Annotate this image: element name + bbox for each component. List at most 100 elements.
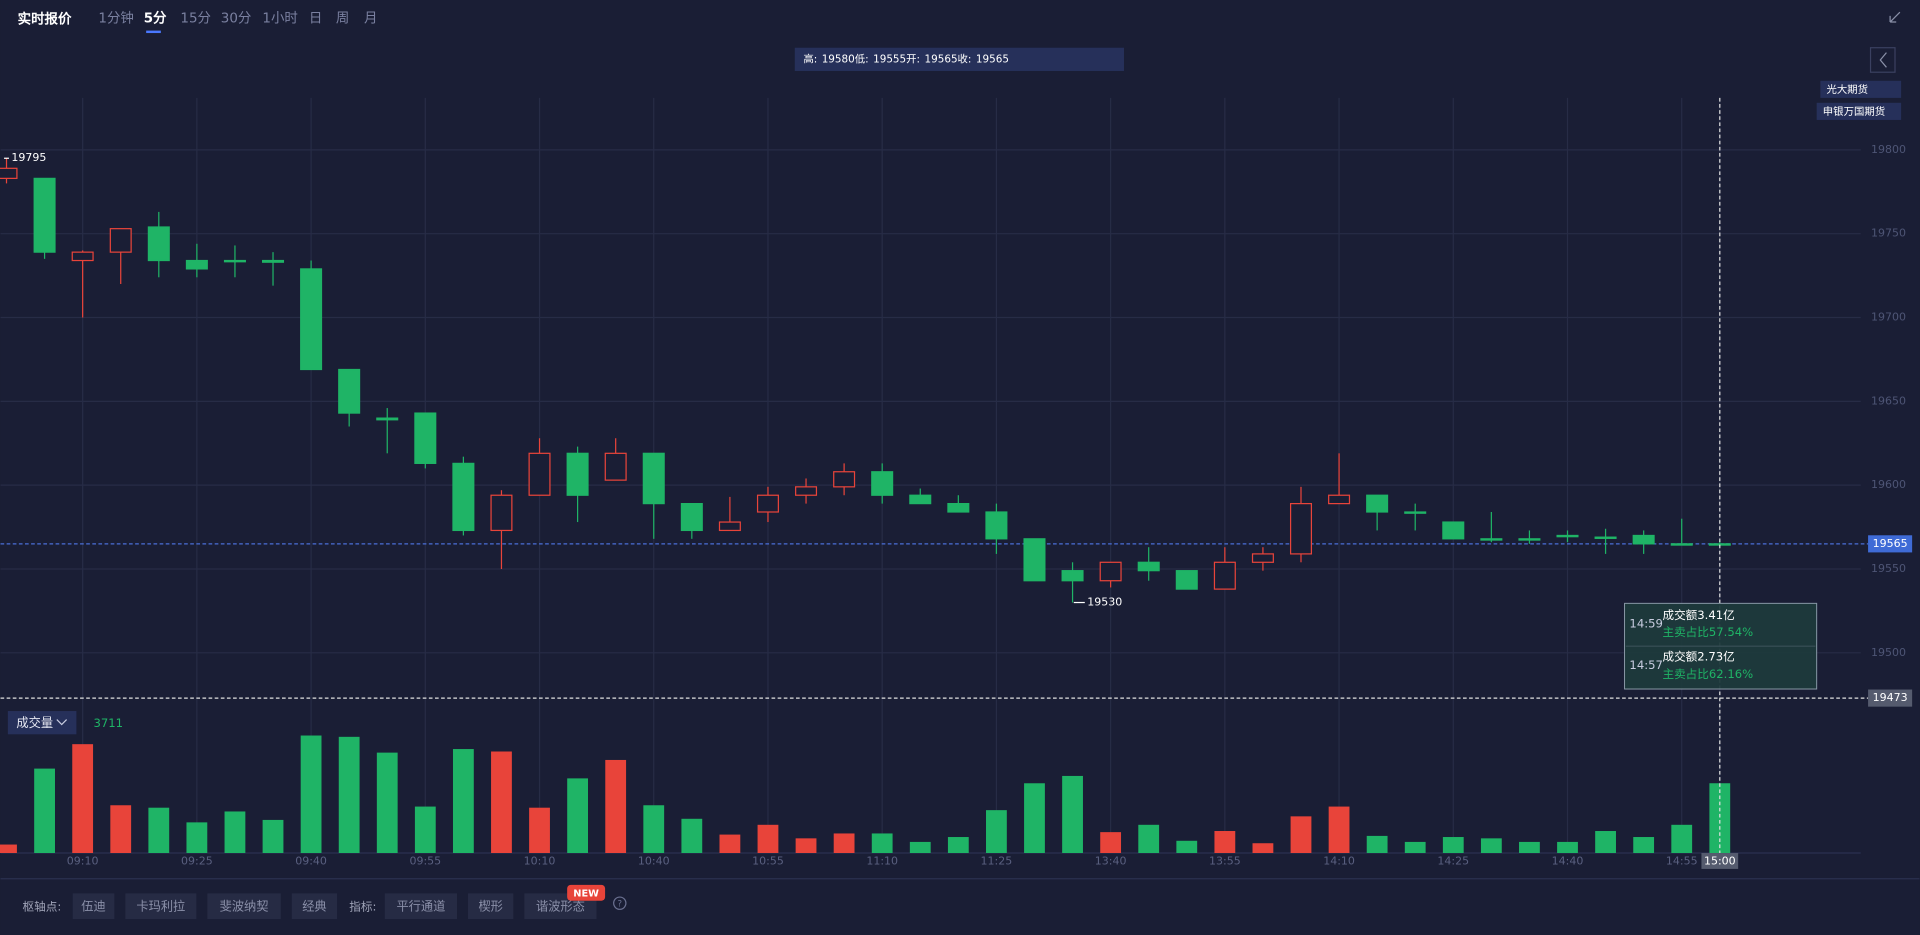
volume-bar (300, 735, 322, 854)
candle-body (1632, 534, 1655, 545)
candle-body (1404, 511, 1427, 514)
candle-body (71, 251, 94, 262)
candle-body (33, 177, 56, 253)
crosshair-price-label: 19473 (1873, 691, 1908, 704)
volume-bar (34, 768, 55, 854)
indicator-button[interactable] (384, 893, 458, 920)
volume-label-box[interactable] (7, 711, 77, 735)
x-tick-label: 09:25 (181, 855, 213, 868)
x-tick-label: 09:40 (295, 855, 327, 868)
candle-body (718, 521, 741, 532)
collapse-button[interactable] (1869, 47, 1896, 73)
candle-body (680, 502, 703, 532)
candle-body (756, 494, 779, 513)
volume-bar (72, 744, 94, 854)
volume-bar (795, 838, 817, 854)
crosshair-price-tag (1868, 689, 1913, 707)
volume-bar (1633, 837, 1655, 854)
volume-bar (1480, 838, 1502, 854)
volume-bar (1557, 841, 1578, 854)
pivot-button-label: 经典 (302, 899, 326, 913)
candle-body (109, 228, 132, 253)
volume-bar (986, 810, 1007, 854)
volume-bar (719, 834, 741, 854)
candle-body (795, 486, 818, 496)
pivot-button-label: 斐波纳契 (220, 899, 269, 913)
timeframe-tab[interactable]: 1分钟 (98, 9, 133, 26)
x-tick-label: 09:10 (67, 855, 99, 868)
pivot-button[interactable] (291, 893, 338, 920)
timeframe-tab[interactable]: 月 (364, 11, 377, 26)
candle-body (223, 259, 246, 263)
timeframe-tab[interactable]: 30分 (221, 10, 252, 26)
x-tick-label: 14:55 (1666, 855, 1698, 868)
tooltip-time: 14:57 (1629, 658, 1662, 672)
timeframe-tab[interactable]: 15分 (180, 10, 211, 26)
candle-body (147, 226, 170, 262)
y-tick-label: 19500 (1871, 646, 1906, 659)
candle-body (947, 502, 970, 513)
pivot-button[interactable] (125, 893, 197, 920)
candle-body (566, 452, 589, 496)
broker-tag-box[interactable] (1820, 80, 1902, 98)
tooltip-ratio: 主卖占比62.16% (1662, 667, 1753, 681)
timeframe-tab[interactable]: 5分 (144, 10, 167, 26)
x-tick-label: 14:25 (1437, 855, 1469, 868)
toolbar-title: 实时报价 (18, 11, 72, 28)
volume-bar (1404, 841, 1426, 854)
ohlc-header-box (794, 47, 1124, 71)
candle-body (909, 494, 932, 505)
candle-body (414, 412, 437, 464)
candle-body (1670, 543, 1693, 546)
indicator-button-label: 平行通道 (396, 899, 445, 913)
volume-bar (567, 778, 589, 854)
candle-body (262, 259, 285, 263)
volume-bar (1671, 824, 1693, 854)
volume-bar (605, 759, 627, 854)
y-tick-label: 19700 (1871, 311, 1906, 324)
broker-tag: 申银万国期货 (1823, 105, 1885, 118)
broker-tag: 光大期货 (1826, 83, 1868, 96)
x-tick-label: 13:40 (1095, 855, 1127, 868)
pivot-button[interactable] (207, 893, 281, 920)
last-price-label: 19565 (1873, 537, 1908, 550)
broker-tag-box[interactable] (1816, 102, 1902, 120)
volume-bar (1328, 806, 1350, 854)
candle-body (1594, 536, 1617, 539)
pivot-button[interactable] (72, 893, 115, 920)
volume-bar (1290, 816, 1312, 854)
volume-bar (529, 807, 550, 854)
tooltip-time: 14:59 (1629, 617, 1662, 631)
candle-body (1289, 502, 1313, 555)
volume-bar (0, 844, 17, 854)
y-tick-label: 19750 (1871, 227, 1906, 240)
candle-body (1175, 570, 1198, 590)
candle-body (1442, 521, 1465, 540)
indicator-button[interactable] (468, 893, 514, 920)
volume-bar (909, 841, 931, 854)
volume-value: 3711 (94, 716, 124, 730)
indicator-button-label: 楔形 (478, 899, 502, 913)
candle-body (1556, 534, 1579, 538)
ohlc-label: 低: (855, 52, 869, 65)
candle-body (1518, 538, 1541, 541)
help-icon[interactable] (613, 896, 627, 910)
volume-bar (833, 833, 855, 854)
volume-bar (224, 811, 246, 854)
timeframe-tab[interactable]: 日 (309, 11, 322, 26)
ohlc-value: 19555 (873, 53, 906, 65)
shrink-icon[interactable] (1889, 11, 1901, 23)
timeframe-tab[interactable]: 1小时 (262, 10, 297, 26)
candle-body (1061, 570, 1084, 582)
y-tick-label: 19600 (1871, 478, 1906, 491)
candle-body (642, 452, 665, 505)
candle-body (871, 471, 894, 496)
candle-body (1366, 494, 1389, 513)
candle-body (1480, 538, 1503, 541)
timeframe-tab[interactable]: 周 (336, 11, 349, 26)
x-tick-label: 10:10 (524, 855, 556, 868)
x-tick-label: 11:25 (981, 855, 1013, 868)
volume-bar (1595, 831, 1616, 854)
